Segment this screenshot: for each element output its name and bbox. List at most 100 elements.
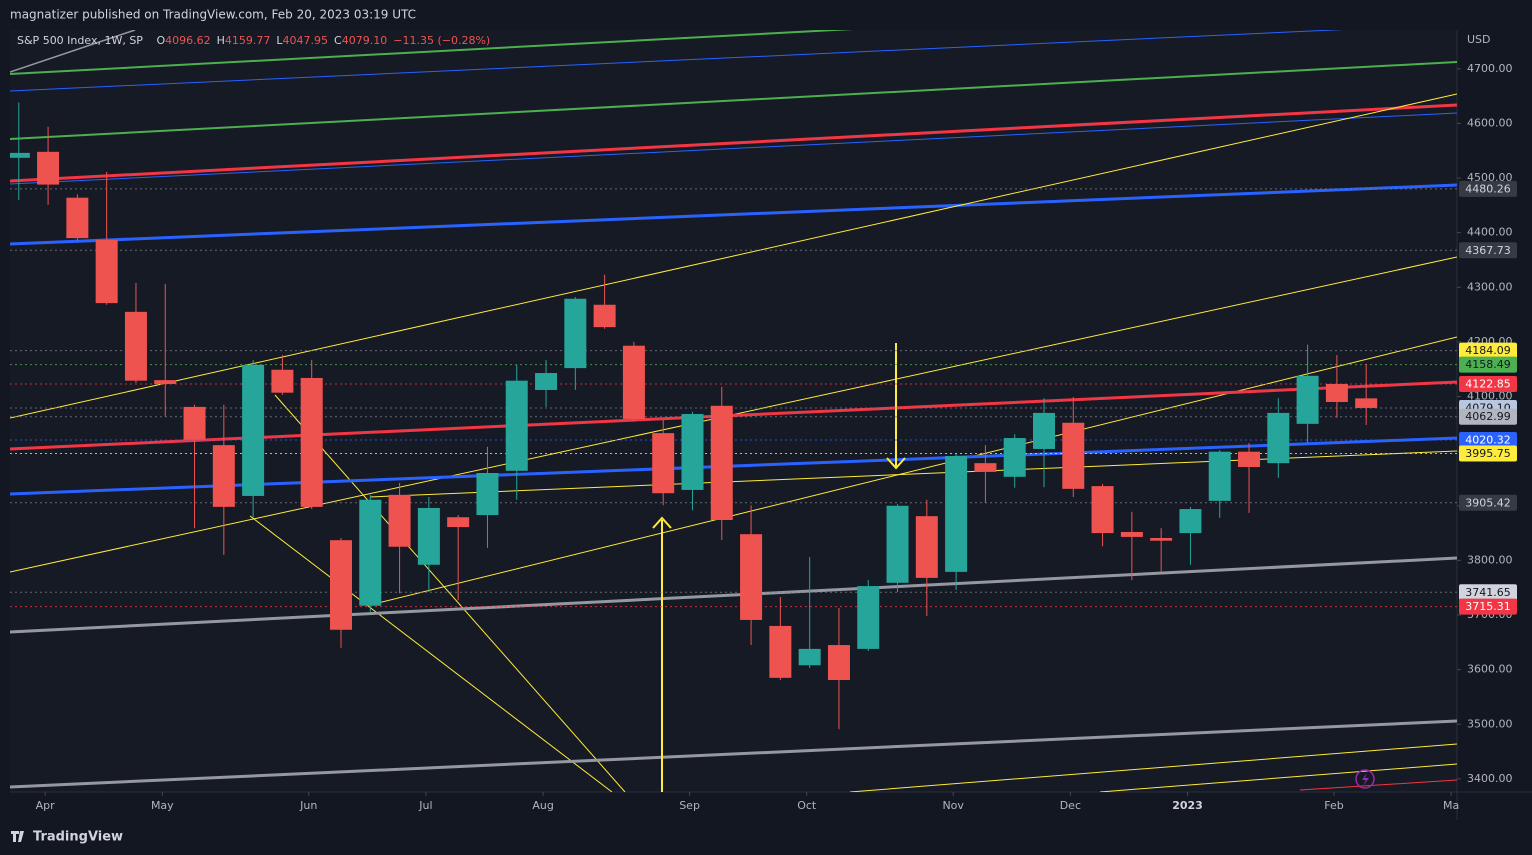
candle-body	[857, 586, 880, 649]
y-tick-label: 3800.00	[1467, 553, 1513, 566]
trend-line	[249, 515, 613, 792]
trend-line	[1099, 763, 1457, 792]
price-label: 3995.75	[1465, 447, 1511, 460]
trend-line	[10, 112, 1457, 185]
candle-body	[1062, 422, 1085, 489]
candle-body	[945, 456, 968, 572]
x-tick-label: Jul	[418, 799, 432, 812]
candle-body	[37, 151, 60, 185]
drawings	[10, 30, 1457, 792]
arrow-head	[886, 457, 906, 470]
change: −11.35 (−0.28%)	[393, 34, 490, 47]
y-tick-label: 3400.00	[1467, 772, 1513, 785]
candle-body	[1032, 412, 1055, 449]
y-tick-label: 3500.00	[1467, 717, 1513, 730]
candle-body	[710, 405, 733, 520]
price-label: 4184.09	[1465, 344, 1511, 357]
ohlc-value: 4047.95	[283, 34, 329, 47]
candle-body	[974, 463, 997, 472]
ohlc-key: O	[156, 34, 165, 47]
price-label-box	[1459, 356, 1517, 373]
trend-line	[10, 556, 1457, 634]
price-label-box	[1459, 584, 1517, 601]
x-tick-label: Sep	[679, 799, 700, 812]
brand-logo	[11, 831, 24, 842]
trend-line	[10, 30, 854, 75]
price-label: 4480.26	[1465, 182, 1511, 195]
candle-body	[1120, 531, 1143, 537]
axes: 4700.004600.004500.004400.004300.004200.…	[36, 62, 1517, 812]
candle-body	[593, 304, 616, 328]
candle-body	[417, 507, 440, 565]
price-label-box	[1459, 180, 1517, 197]
candle-body	[10, 152, 30, 158]
x-tick-label: Dec	[1060, 799, 1081, 812]
x-tick-label: Apr	[36, 799, 56, 812]
currency: USD	[1467, 33, 1491, 46]
symbol: S&P 500 Index, 1W, SP	[17, 34, 143, 47]
trend-line	[10, 183, 1457, 246]
candle-body	[827, 645, 850, 681]
ohlc-value: 4079.10	[342, 34, 388, 47]
x-tick-label: Ma	[1443, 799, 1459, 812]
candle-body	[1238, 451, 1261, 467]
y-tick-label: 4300.00	[1467, 280, 1513, 293]
candle-body	[124, 311, 147, 381]
alert-icon[interactable]	[1355, 769, 1375, 789]
candle-body	[95, 239, 118, 304]
trend-line	[10, 61, 1457, 140]
candle-body	[681, 414, 704, 490]
y-tick-label: 4700.00	[1467, 62, 1513, 75]
alert-icon-bolt	[1362, 773, 1369, 786]
candle-body	[769, 625, 792, 678]
price-label: 4367.73	[1465, 244, 1511, 257]
price-label-box	[1459, 445, 1517, 462]
trend-line	[274, 394, 626, 792]
trend-line	[10, 719, 1457, 789]
trend-line	[849, 743, 1457, 792]
trend-line	[1299, 779, 1457, 791]
candle-body	[740, 534, 763, 620]
price-label-box	[1459, 242, 1517, 259]
candle-body	[564, 298, 587, 369]
candle-body	[1208, 451, 1231, 501]
y-tick-label: 4100.00	[1467, 390, 1513, 403]
ohlc-key: L	[276, 34, 283, 47]
ohlc-key: H	[217, 34, 225, 47]
brand: TradingView	[33, 830, 123, 845]
x-tick-label: Aug	[532, 799, 553, 812]
candle-body	[66, 197, 89, 239]
candle-body	[622, 345, 645, 419]
candle-body	[1003, 438, 1026, 477]
candle-body	[1179, 509, 1202, 534]
y-tick-label: 4600.00	[1467, 116, 1513, 129]
candle-body	[652, 433, 675, 494]
price-label: 4158.49	[1465, 358, 1511, 371]
trend-line	[10, 93, 1457, 419]
price-label: 4122.85	[1465, 378, 1511, 391]
arrow-head	[652, 516, 672, 529]
y-tick-label: 4400.00	[1467, 226, 1513, 239]
x-tick-label: Jun	[299, 799, 317, 812]
price-label-box	[1459, 494, 1517, 511]
candle-body	[212, 445, 235, 507]
price-label-box	[1459, 342, 1517, 359]
candle-body	[154, 380, 177, 384]
candle-body	[915, 516, 938, 578]
trend-line	[10, 103, 1457, 183]
x-tick-label: Oct	[797, 799, 817, 812]
x-tick-label: Nov	[942, 799, 964, 812]
y-tick-label: 3600.00	[1467, 663, 1513, 676]
price-label-box	[1459, 432, 1517, 449]
price-label-box	[1459, 376, 1517, 393]
candle-body	[1091, 486, 1114, 534]
price-label: 3905.42	[1465, 496, 1511, 509]
publish-note: magnatizer published on TradingView.com,…	[10, 8, 416, 22]
candle-body	[1296, 375, 1319, 424]
candle-body	[300, 377, 323, 507]
trend-line	[10, 30, 136, 73]
y-tick-label: 4500.00	[1467, 171, 1513, 184]
candle-body	[271, 369, 294, 393]
